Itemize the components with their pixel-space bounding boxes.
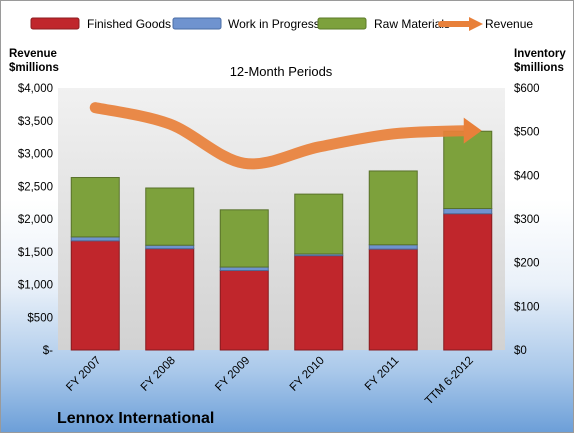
left-axis-title-line2: $millions [9, 62, 59, 74]
bar-finished-goods [145, 248, 195, 351]
right-tick-label: $500 [514, 127, 540, 139]
bar-raw-materials [368, 170, 418, 246]
left-tick-label: $1,500 [18, 247, 53, 259]
bar-work-in-progress [443, 208, 493, 215]
bar-work-in-progress [368, 244, 418, 250]
bar-finished-goods [219, 270, 269, 351]
x-tick-label: FY 2011 [363, 355, 401, 393]
legend-swatch-finished-goods [30, 17, 80, 30]
bar-finished-goods [368, 248, 418, 351]
right-tick-label: $0 [514, 345, 527, 357]
bar-raw-materials [443, 130, 493, 210]
right-axis-title-line1: Inventory [514, 48, 566, 60]
left-tick-label: $4,000 [18, 83, 53, 95]
x-tick-label: TTM 6-2012 [423, 355, 476, 408]
right-tick-label: $400 [514, 170, 540, 182]
right-axis-title-line2: $millions [514, 62, 564, 74]
legend-label-raw-materials: Raw Materials [374, 17, 450, 31]
revenue-line-arrowhead [463, 117, 482, 144]
left-tick-label: $1,000 [18, 280, 53, 292]
right-tick-label: $600 [514, 83, 540, 95]
x-tick-label: FY 2007 [64, 355, 103, 394]
bar-work-in-progress [145, 244, 195, 250]
bar-finished-goods [443, 213, 493, 351]
legend-label-revenue: Revenue [485, 17, 533, 31]
legend: Finished Goods Work in Progress Raw Mate… [30, 17, 533, 31]
x-tick-label: FY 2009 [213, 355, 252, 394]
bar-raw-materials [219, 209, 269, 268]
left-tick-label: $2,000 [18, 214, 53, 226]
legend-swatch-work-in-progress [172, 17, 222, 30]
bar-work-in-progress [219, 266, 269, 272]
legend-swatch-raw-materials [317, 17, 367, 30]
left-tick-label: $2,500 [18, 181, 53, 193]
right-tick-label: $200 [514, 258, 540, 270]
legend-arrow-revenue [469, 17, 483, 31]
right-tick-label: $100 [514, 301, 540, 313]
right-tick-label: $300 [514, 214, 540, 226]
left-tick-label: $- [43, 345, 53, 357]
bar-finished-goods [294, 255, 344, 351]
bar-work-in-progress [70, 236, 120, 242]
legend-label-work-in-progress: Work in Progress [228, 17, 320, 31]
bar-finished-goods [70, 240, 120, 351]
bar-raw-materials [145, 187, 195, 246]
left-axis-title-line1: Revenue [9, 48, 57, 60]
x-tick-label: FY 2008 [139, 355, 178, 394]
chart-title: Lennox International [57, 410, 214, 427]
chart-subtitle: 12-Month Periods [230, 64, 333, 79]
left-tick-label: $3,500 [18, 116, 53, 128]
legend-label-finished-goods: Finished Goods [87, 17, 171, 31]
x-tick-label: FY 2010 [288, 355, 327, 394]
left-tick-label: $500 [27, 312, 53, 324]
revenue-line [89, 102, 474, 170]
bar-raw-materials [70, 177, 120, 238]
left-tick-label: $3,000 [18, 149, 53, 161]
bar-raw-materials [294, 193, 344, 255]
